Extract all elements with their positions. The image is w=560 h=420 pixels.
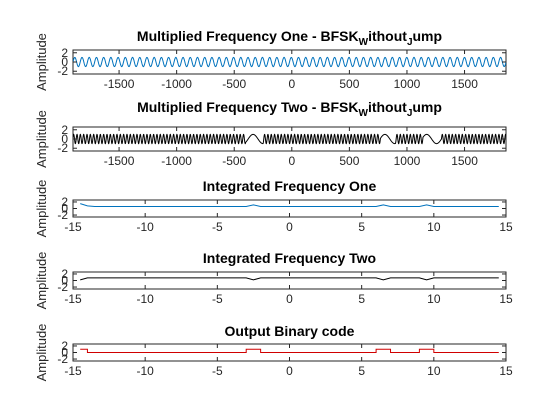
- subplot-3: Integrated Frequency One Amplitude -15 -10 -…: [34, 178, 513, 237]
- x-tick-label: 1500: [451, 154, 478, 168]
- subplot-5: Output Binary code Amplitude -15 -10 -5 0 5 10 1…: [34, 323, 513, 381]
- y-tick-label: 2: [61, 123, 68, 137]
- subplot-title: Multiplied Frequency One - BFSKWithoutJu…: [137, 28, 442, 48]
- x-tick-label: -1500: [104, 77, 135, 91]
- x-tick-label: 15: [499, 292, 513, 306]
- x-tick-label: 0: [286, 220, 293, 234]
- x-tick-label: -15: [64, 220, 82, 234]
- x-tick-label: 1000: [394, 77, 421, 91]
- subplot-4: Integrated Frequency Two Amplitude -15 -10 -…: [34, 250, 513, 309]
- x-tick-label: 0: [288, 77, 295, 91]
- y-axis-label: Amplitude: [34, 180, 49, 238]
- y-tick-label: 2: [61, 195, 68, 209]
- x-tick-label: 5: [358, 364, 365, 378]
- x-tick-label: 5: [358, 292, 365, 306]
- x-tick-label: -500: [222, 77, 246, 91]
- x-tick-label: 10: [427, 364, 441, 378]
- y-tick-label: 2: [61, 339, 68, 353]
- y-tick-label: 2: [61, 46, 68, 60]
- x-tick-label: -1000: [161, 77, 192, 91]
- subplot-title: Output Binary code: [225, 323, 355, 339]
- x-tick-label: -1000: [161, 154, 192, 168]
- subplot-title: Integrated Frequency One: [203, 178, 377, 194]
- x-tick-label: 15: [499, 364, 513, 378]
- x-tick-label: 1500: [451, 77, 478, 91]
- x-tick-label: -15: [64, 364, 82, 378]
- x-tick-label: -500: [222, 154, 246, 168]
- y-tick-label: 2: [61, 267, 68, 281]
- subplot-title: Integrated Frequency Two: [203, 250, 376, 266]
- x-tick-label: 10: [427, 220, 441, 234]
- x-tick-label: 15: [499, 220, 513, 234]
- x-tick-label: 5: [358, 220, 365, 234]
- y-axis-label: Amplitude: [34, 33, 49, 91]
- x-tick-label: -1500: [104, 154, 135, 168]
- subplot-2: Multiplied Frequency Two - BFSKWithoutJu…: [34, 99, 506, 168]
- x-tick-label: -10: [136, 220, 154, 234]
- x-tick-label: -10: [136, 364, 154, 378]
- x-tick-label: 1000: [394, 154, 421, 168]
- x-tick-label: -5: [212, 364, 223, 378]
- subplot-title: Multiplied Frequency Two - BFSKWithoutJu…: [137, 99, 442, 119]
- y-axis-label: Amplitude: [34, 252, 49, 310]
- x-tick-label: 10: [427, 292, 441, 306]
- x-tick-label: 500: [339, 77, 359, 91]
- x-tick-label: -10: [136, 292, 154, 306]
- x-tick-label: -5: [212, 292, 223, 306]
- y-axis-label: Amplitude: [34, 324, 49, 382]
- x-tick-label: 0: [288, 154, 295, 168]
- y-axis-label: Amplitude: [34, 110, 49, 168]
- subplot-1: Multiplied Frequency One - BFSKWithoutJu…: [34, 28, 506, 91]
- x-tick-label: -15: [64, 292, 82, 306]
- x-tick-label: -5: [212, 220, 223, 234]
- x-tick-label: 500: [339, 154, 359, 168]
- x-tick-label: 0: [286, 292, 293, 306]
- x-tick-label: 0: [286, 364, 293, 378]
